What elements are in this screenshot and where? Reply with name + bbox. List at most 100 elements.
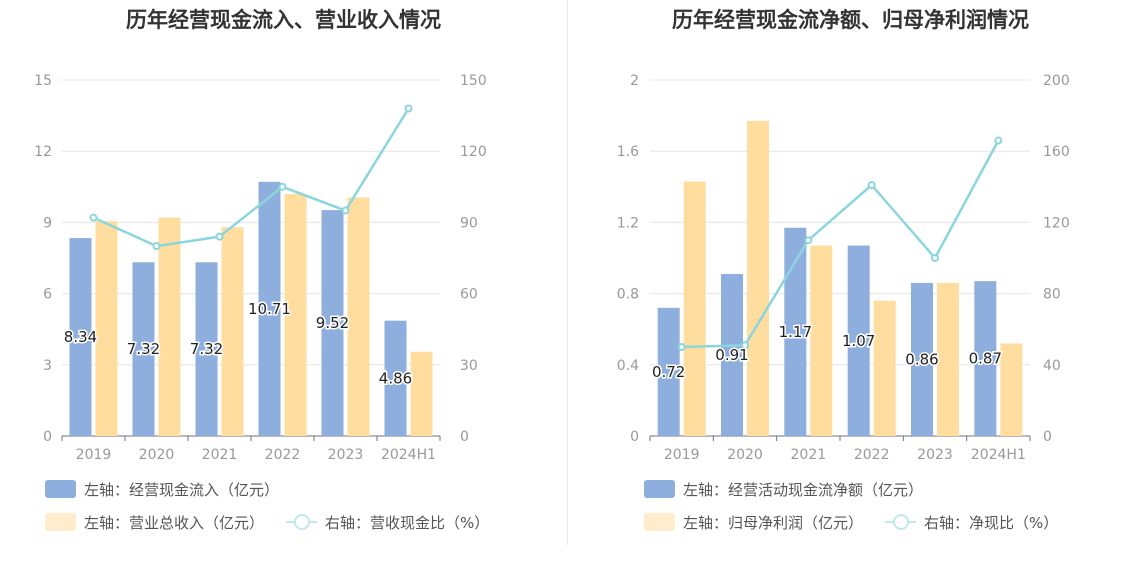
- legend-item-series-3[interactable]: 右轴：净现比（%）: [885, 512, 1058, 533]
- x-tick-label: 2020: [139, 447, 175, 463]
- bar-series-1: [784, 227, 807, 436]
- bar-series-1: [69, 238, 92, 436]
- line-point: [804, 236, 813, 245]
- x-tick-label: 2024H1: [381, 447, 436, 463]
- legend-label: 右轴：净现比（%）: [924, 513, 1059, 532]
- bar-series-1: [195, 262, 218, 436]
- x-tick-label: 2022: [854, 447, 890, 463]
- chart-legend: 左轴：经营活动现金流净额（亿元） 左轴：归母净利润（亿元） 右轴：净现比（%）: [644, 478, 1134, 544]
- data-label: 0.91: [715, 346, 748, 364]
- data-label: 0.87: [969, 350, 1002, 368]
- line-point: [931, 254, 939, 262]
- chart-title: 历年经营现金流净额、归母净利润情况: [672, 8, 1029, 32]
- legend-label: 左轴：经营现金流入（亿元）: [84, 480, 280, 499]
- chart-title: 历年经营现金流入、营业收入情况: [126, 8, 441, 32]
- bar-series-1: [721, 274, 743, 436]
- y-right-tick-label: 0: [1043, 429, 1052, 445]
- data-label: 1.17: [779, 323, 812, 341]
- bar-series-1: [258, 181, 281, 436]
- line-point: [89, 213, 98, 222]
- line-point: [278, 182, 287, 191]
- data-label: 4.86: [379, 369, 412, 387]
- bar-series-1: [847, 245, 870, 436]
- y-right-tick-label: 120: [1043, 215, 1070, 231]
- legend-swatch: [644, 513, 675, 531]
- x-tick-label: 2020: [727, 447, 763, 463]
- bar-series-2: [683, 181, 706, 436]
- y-right-tick-label: 0: [460, 429, 469, 445]
- data-label: 0.72: [652, 363, 685, 381]
- y-left-tick-label: 2: [630, 73, 639, 89]
- legend-label: 左轴：营业总收入（亿元）: [84, 513, 265, 532]
- y-right-tick-label: 150: [460, 73, 487, 89]
- line-point: [677, 343, 686, 351]
- line-point: [341, 206, 350, 215]
- chart-panel-cashflow-revenue: 历年经营现金流入、营业收入情况 0 3 6 9 12 15 0 30 60 90 120 150 201…: [34, 8, 565, 544]
- data-label: 9.52: [316, 314, 349, 332]
- x-tick-label: 2021: [202, 447, 238, 463]
- legend-swatch: [644, 480, 675, 498]
- y-left-tick-label: 1.6: [617, 144, 639, 160]
- bar-series-2: [284, 193, 307, 436]
- line-point: [867, 181, 876, 190]
- bar-series-2: [1000, 343, 1023, 436]
- bar-series-1: [657, 307, 680, 436]
- line-point: [994, 136, 1003, 145]
- y-right-tick-label: 60: [460, 287, 478, 303]
- x-tick-label: 2019: [76, 447, 112, 463]
- y-right-tick-label: 200: [1043, 73, 1070, 89]
- legend-line-swatch: [885, 513, 917, 531]
- bar-series-2: [347, 197, 370, 436]
- bar-series-2: [95, 221, 118, 436]
- y-left-tick-label: 3: [43, 358, 52, 374]
- line-series-3: [681, 139, 1000, 349]
- chart-plot-area: 0 0.4 0.8 1.2 1.6 2 0 40 80 120 160 200 2019 2020 2021…: [617, 73, 1070, 463]
- bar-series-2: [873, 300, 896, 436]
- bar-series-2: [158, 217, 181, 436]
- y-left-tick-label: 0.4: [617, 358, 639, 374]
- legend-item-series-1[interactable]: 左轴：经营现金流入（亿元）: [45, 479, 279, 500]
- y-right-tick-label: 120: [460, 144, 487, 160]
- line-point: [152, 242, 161, 251]
- x-tick-label: 2022: [265, 447, 301, 463]
- legend-label: 左轴：经营活动现金流净额（亿元）: [683, 480, 924, 499]
- y-left-tick-label: 6: [43, 287, 52, 303]
- y-left-tick-label: 0.8: [617, 287, 639, 303]
- legend-swatch: [45, 480, 76, 498]
- legend-item-series-3[interactable]: 右轴：营收现金比（%）: [286, 512, 489, 533]
- y-left-tick-label: 0: [43, 429, 52, 445]
- legend-item-series-2[interactable]: 左轴：归母净利润（亿元）: [644, 512, 863, 533]
- legend-label: 左轴：归母净利润（亿元）: [683, 513, 864, 532]
- y-left-tick-label: 9: [43, 215, 52, 231]
- data-label: 0.86: [905, 350, 938, 368]
- bar-series-1: [384, 320, 407, 436]
- legend-label: 右轴：营收现金比（%）: [325, 513, 490, 532]
- x-tick-label: 2023: [917, 447, 953, 463]
- panel-divider: [567, 0, 568, 545]
- bar-series-1: [911, 282, 933, 436]
- bar-series-2: [221, 227, 244, 436]
- legend-swatch: [45, 513, 76, 531]
- data-label: 1.07: [842, 332, 875, 350]
- line-series-3: [92, 107, 410, 248]
- y-right-tick-label: 90: [460, 215, 478, 231]
- x-tick-label: 2023: [328, 447, 364, 463]
- bar-series-2: [410, 351, 433, 436]
- data-label: 8.34: [64, 328, 97, 346]
- y-right-tick-label: 30: [460, 358, 478, 374]
- bar-series-2: [810, 245, 833, 436]
- y-left-tick-label: 0: [630, 429, 639, 445]
- x-tick-label: 2021: [791, 447, 827, 463]
- y-right-tick-label: 40: [1043, 358, 1061, 374]
- chart-legend: 左轴：经营现金流入（亿元） 左轴：营业总收入（亿元） 右轴：营收现金比（%）: [45, 478, 565, 544]
- line-point: [404, 104, 413, 113]
- x-tick-label: 2019: [664, 447, 700, 463]
- data-label: 10.71: [248, 300, 291, 318]
- legend-item-series-1[interactable]: 左轴：经营活动现金流净额（亿元）: [644, 479, 923, 500]
- legend-item-series-2[interactable]: 左轴：营业总收入（亿元）: [45, 512, 264, 533]
- legend-line-swatch: [286, 513, 318, 531]
- line-point: [741, 341, 749, 350]
- y-left-tick-label: 12: [34, 144, 52, 160]
- y-right-tick-label: 160: [1043, 144, 1070, 160]
